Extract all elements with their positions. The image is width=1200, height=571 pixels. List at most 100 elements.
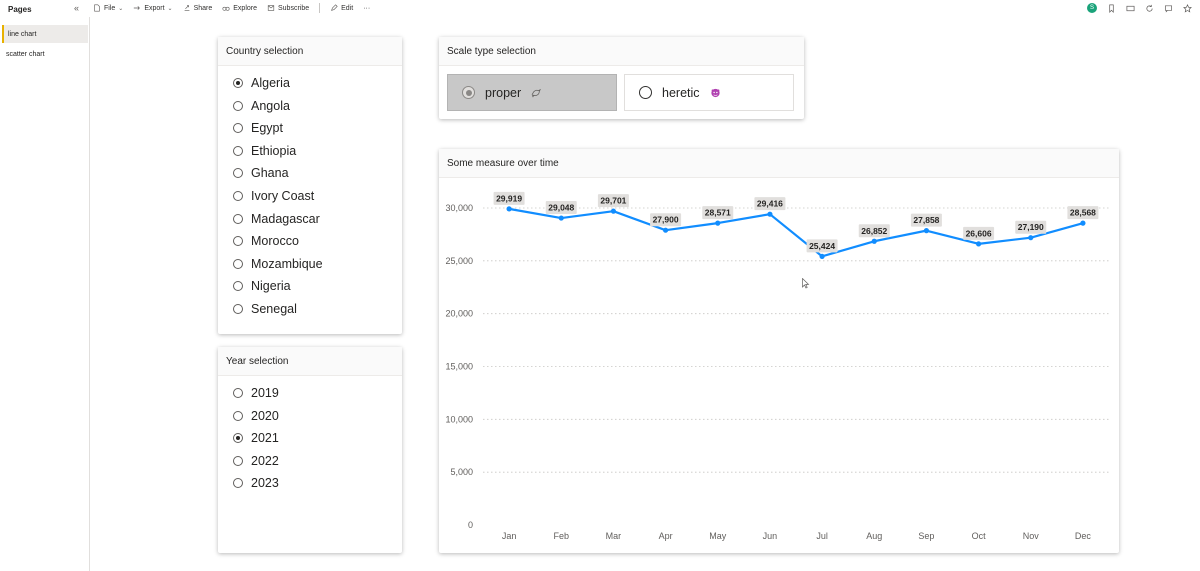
dove-emoji-icon — [531, 88, 542, 98]
collapse-pages-icon[interactable]: « — [74, 3, 80, 13]
data-point — [975, 241, 982, 247]
data-label: 29,048 — [548, 203, 574, 213]
data-point — [610, 208, 617, 214]
data-label-background — [702, 206, 734, 220]
share-icon — [184, 5, 189, 11]
year-option[interactable]: 2023 — [233, 476, 279, 490]
file-menu-button[interactable]: File ⌄ — [93, 4, 123, 12]
country-option[interactable]: Angola — [233, 99, 290, 113]
year-option[interactable]: 2021 — [233, 431, 279, 445]
file-icon — [94, 4, 100, 12]
export-icon — [134, 6, 141, 10]
scale-option-label: proper — [485, 85, 522, 100]
line-chart[interactable]: 0 5,000 10,000 15,000 20,000 25,000 30,000 Jan F… — [439, 178, 1119, 553]
data-point — [506, 206, 512, 212]
option-label: Ethiopia — [251, 143, 297, 158]
data-point — [767, 211, 773, 217]
scale-option-heretic[interactable]: heretic — [624, 74, 794, 111]
page-tab-line-chart[interactable]: line chart — [2, 25, 88, 43]
avatar[interactable]: S — [1087, 3, 1097, 13]
export-menu-button[interactable]: Export ⌄ — [133, 4, 173, 12]
share-label: Share — [193, 4, 213, 12]
country-option[interactable]: Mozambique — [233, 257, 323, 271]
page-tab-scatter-chart[interactable]: scatter chart — [2, 45, 88, 63]
radio-unselected-icon — [233, 478, 243, 489]
x-tick-label: Dec — [1075, 531, 1092, 541]
scale-option-proper[interactable]: proper — [447, 74, 617, 111]
binoculars-icon — [222, 6, 230, 11]
explore-label: Explore — [233, 4, 257, 12]
top-toolbar: Pages « File ⌄ Export ⌄ Share Explore Su… — [0, 0, 1200, 17]
x-tick-label: Mar — [606, 531, 622, 541]
more-options-button[interactable]: ··· — [363, 4, 371, 12]
edit-button[interactable]: Edit — [330, 4, 353, 12]
y-tick-label: 20,000 — [445, 309, 473, 319]
data-label: 28,571 — [705, 208, 731, 218]
refresh-icon[interactable] — [1145, 4, 1154, 13]
option-label: 2022 — [251, 453, 279, 468]
x-tick-label: Aug — [866, 531, 882, 541]
data-label-background — [754, 197, 786, 211]
country-option[interactable]: Morocco — [233, 234, 299, 248]
country-option[interactable]: Ghana — [233, 166, 289, 180]
option-label: Morocco — [251, 234, 299, 249]
country-option[interactable]: Ivory Coast — [233, 189, 314, 203]
option-label: Mozambique — [251, 256, 323, 271]
radio-unselected-icon — [233, 191, 243, 201]
data-label: 26,606 — [966, 228, 992, 238]
country-slicer: Country selection Algeria Angola Egypt Ethi… — [218, 37, 402, 334]
data-point — [662, 227, 669, 233]
data-point — [558, 215, 564, 221]
country-option[interactable]: Algeria — [233, 76, 290, 90]
toolbar-actions: File ⌄ Export ⌄ Share Explore Subscribe … — [93, 3, 370, 13]
y-tick-label: 5,000 — [450, 467, 473, 477]
scale-option-label: heretic — [662, 85, 700, 100]
data-label: 26,852 — [861, 226, 887, 236]
subscribe-button[interactable]: Subscribe — [267, 4, 309, 12]
radio-unselected-icon — [233, 100, 243, 111]
country-option[interactable]: Madagascar — [233, 212, 320, 226]
file-menu-label: File — [104, 4, 116, 12]
toolbar-right: S — [1087, 3, 1192, 13]
data-point — [923, 228, 930, 234]
comment-icon[interactable] — [1164, 4, 1173, 13]
edit-label: Edit — [341, 4, 354, 12]
x-tick-label: Oct — [972, 531, 987, 541]
explore-button[interactable]: Explore — [222, 4, 257, 12]
share-button[interactable]: Share — [183, 4, 213, 12]
data-label-background — [858, 224, 890, 238]
country-option[interactable]: Senegal — [233, 302, 297, 316]
country-option[interactable]: Nigeria — [233, 279, 291, 293]
data-label-background — [1015, 220, 1047, 234]
star-icon[interactable] — [1183, 3, 1192, 13]
data-label: 27,190 — [1018, 222, 1044, 232]
year-option[interactable]: 2020 — [233, 409, 279, 423]
data-point — [1080, 220, 1086, 226]
pencil-icon — [331, 4, 338, 11]
option-label: Ghana — [251, 166, 289, 181]
year-slicer: Year selection 2019 2020 2021 2022 2023 — [218, 347, 402, 553]
data-label-background — [963, 226, 995, 240]
data-label: 25,424 — [809, 241, 835, 251]
data-label: 29,416 — [757, 199, 783, 209]
country-option[interactable]: Ethiopia — [233, 144, 296, 158]
radio-unselected-icon — [233, 213, 243, 224]
view-icon[interactable] — [1126, 4, 1135, 13]
bookmark-icon[interactable] — [1107, 4, 1116, 13]
country-option[interactable]: Egypt — [233, 121, 283, 135]
chevron-down-icon: ⌄ — [167, 5, 173, 12]
series-line — [508, 207, 1084, 258]
radio-unselected-icon — [233, 410, 243, 421]
data-point — [1028, 235, 1034, 241]
radio-unselected-icon — [233, 145, 243, 156]
y-tick-label: 15,000 — [445, 362, 473, 372]
x-tick-label: Jun — [763, 531, 778, 541]
year-option[interactable]: 2019 — [233, 386, 279, 400]
year-option[interactable]: 2022 — [233, 454, 279, 468]
data-label: 29,701 — [600, 196, 626, 206]
radio-unselected-icon — [233, 455, 243, 466]
pages-pane-title: Pages — [8, 5, 32, 14]
radio-unselected-icon — [233, 388, 243, 398]
option-label: Madagascar — [251, 211, 320, 226]
data-point — [819, 253, 825, 259]
